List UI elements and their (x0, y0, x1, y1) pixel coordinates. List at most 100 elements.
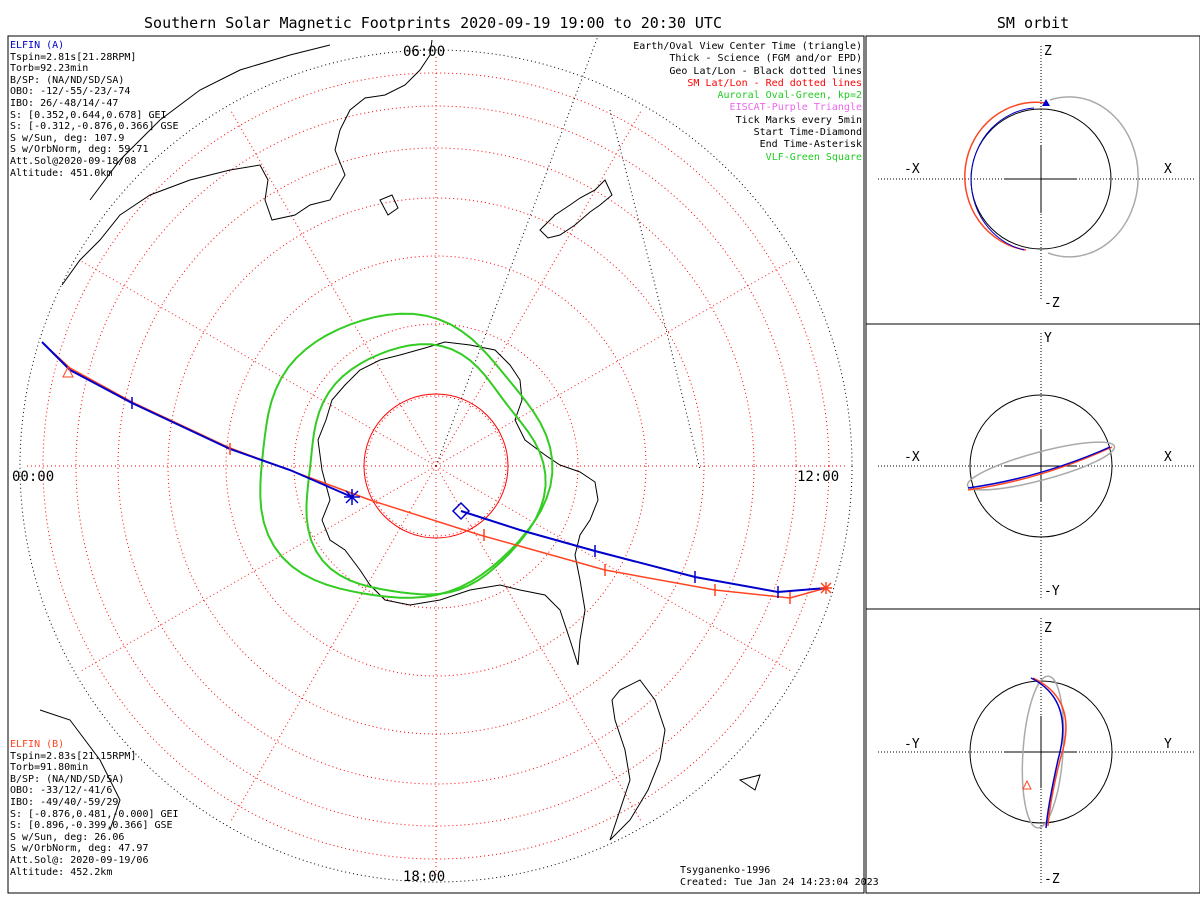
elfin-a-param-line: S: [0.352,0.644,0.678] GEI (10, 109, 167, 121)
sm-meridian (229, 108, 437, 467)
model-credit: Tsyganenko-1996 (680, 865, 771, 876)
orbit-ref-xz (1047, 96, 1139, 258)
elfin-b-info: ELFIN (B) Tspin=2.83s[21.15RPM] Torb=91.8… (10, 739, 179, 878)
elfin-b-param-line: Tspin=2.83s[21.15RPM] (10, 750, 137, 762)
track-tick-marks (131, 397, 791, 604)
southern-globe (19, 35, 853, 883)
tasmania-coast (379, 194, 399, 216)
sm-latitude-circle (225, 255, 647, 677)
plot-title: Southern Solar Magnetic Footprints 2020-… (144, 14, 722, 32)
panel1-down-label: -Z (1044, 296, 1060, 311)
elfin-b-param-line: Att.Sol@: 2020-09-19/06 (10, 854, 149, 866)
panel3-left-label: -Y (904, 737, 920, 752)
elfin-a-name: ELFIN (A) (10, 40, 65, 51)
legend-entry: SM Lat/Lon - Red dotted lines (687, 77, 862, 89)
elfin-a-param-line: Torb=92.23min (10, 63, 89, 75)
elfin-b-parameters: Tspin=2.83s[21.15RPM] Torb=91.80min B/SP: … (10, 751, 179, 879)
elfin-b-param-line: Altitude: 452.2km (10, 866, 113, 878)
elfin-a-info: ELFIN (A) Tspin=2.81s[21.28RPM] Torb=92.2… (10, 40, 179, 179)
orbit-panels (878, 46, 1195, 885)
mlt-label-top: 06:00 (403, 44, 446, 60)
sm-meridian (435, 259, 794, 467)
elfin-b-param-line: S w/OrbNorm, deg: 47.97 (10, 843, 149, 855)
geo-meridian-1 (435, 35, 599, 467)
sm-latlon-grid (24, 54, 848, 878)
antarctica-coast (317, 341, 599, 666)
legend-entry: EISCAT-Purple Triangle (729, 102, 862, 114)
elfin-a-end-asterisk (344, 489, 360, 505)
elfin-b-track (44, 344, 827, 599)
australia-coast (61, 39, 433, 286)
south-america-coast (609, 679, 666, 841)
elfin-a-param-line: S w/OrbNorm, deg: 59.71 (10, 144, 149, 156)
orbit-panel-title: SM orbit (996, 14, 1070, 32)
panel3-down-label: -Z (1044, 872, 1060, 887)
elfin-a-param-line: IBO: 26/-48/14/-47 (10, 97, 119, 109)
orbit-panel-xz (878, 46, 1195, 300)
main-plot-frame (7, 35, 865, 894)
credits: Tsyganenko-1996 Created: Tue Jan 24 14:2… (680, 865, 879, 889)
orbit-panel-yz-frame (865, 608, 1200, 894)
elfin-a-param-line: Altitude: 451.0km (10, 167, 113, 179)
panel3-right-label: Y (1164, 737, 1172, 752)
auroral-oval-inner (305, 343, 547, 596)
elfin-b-name: ELFIN (B) (10, 739, 65, 750)
mlt-label-right: 12:00 (797, 469, 840, 485)
legend-entry: End Time-Asterisk (759, 139, 862, 151)
legend: Earth/Oval View Center Time (triangle) Th… (633, 41, 862, 164)
elfin-b-param-line: S: [0.896,-0.399,0.366] GSE (10, 820, 173, 832)
elfin-b-start-triangle (62, 365, 74, 378)
orbit-a-yz (1030, 677, 1064, 829)
sm-meridian (435, 465, 643, 824)
sm-meridian (435, 108, 643, 467)
elfin-a-param-line: OBO: -12/-55/-23/-74 (10, 86, 131, 98)
sm-meridian (78, 259, 437, 467)
created-credit: Created: Tue Jan 24 14:23:04 2023 (680, 877, 879, 888)
elfin-a-param-line: S: [-0.312,-0.876,0.366] GSE (10, 121, 179, 133)
africa-coast (39, 709, 121, 831)
sm-latitude-circle (365, 395, 507, 537)
elfin-b-param-line: OBO: -33/12/-41/6 (10, 785, 113, 797)
legend-entry: Tick Marks every 5min (735, 114, 862, 126)
panel2-up-label: Y (1044, 331, 1052, 346)
panel2-down-label: -Y (1044, 584, 1060, 599)
elfin-a-param-line: S w/Sun, deg: 107.9 (10, 132, 125, 144)
elfin-b-param-line: S w/Sun, deg: 26.06 (10, 831, 125, 843)
start-markers (62, 365, 471, 521)
orbit-a-marker-xz (1042, 99, 1050, 106)
mlt-label-left: 00:00 (12, 469, 55, 485)
orbit-b-marker-yz (1022, 779, 1032, 790)
sm-meridian (78, 465, 437, 673)
elfin-a-parameters: Tspin=2.81s[21.28RPM] Torb=92.23min B/SP: … (10, 52, 179, 180)
orbit-b-xy (967, 446, 1113, 491)
sm-meridian (435, 465, 794, 673)
end-asterisks (344, 489, 832, 594)
elfin-a-track (41, 341, 827, 594)
panel1-right-label: X (1164, 162, 1172, 177)
elfin-b-end-asterisk (820, 582, 832, 594)
orbit-a-xy (967, 446, 1111, 489)
elfin-a-param-line: Att.Sol@2020-09-18/08 (10, 155, 137, 167)
panel1-up-label: Z (1044, 44, 1052, 59)
legend-entry: Thick - Science (FGM and/or EPD) (669, 53, 862, 65)
new-zealand-coast (539, 179, 613, 239)
panel1-left-label: -X (904, 162, 920, 177)
mlt-label-bottom: 18:00 (403, 869, 446, 885)
elfin-a-param-line: Tspin=2.81s[21.28RPM] (10, 51, 137, 63)
orbit-ref-xy (966, 441, 1116, 491)
sm-meridian (229, 465, 437, 824)
south-georgia-coast (738, 774, 761, 791)
legend-entry: Geo Lat/Lon - Black dotted lines (669, 65, 862, 77)
elfin-a-start-diamond (451, 501, 471, 521)
elfin-b-param-line: B/SP: (NA/ND/SD/SA) (10, 773, 125, 785)
panel3-up-label: Z (1044, 621, 1052, 636)
orbit-b-xz (964, 101, 1047, 251)
orbit-panel-yz (878, 618, 1195, 885)
orbit-b-yz (1032, 677, 1067, 827)
coastlines (39, 39, 761, 841)
elfin-b-param-line: IBO: -49/40/-59/29 (10, 796, 119, 808)
orbit-ref-yz (1021, 675, 1065, 829)
australia-west-coast (89, 44, 331, 201)
orbit-panel-xz-frame (865, 35, 1200, 325)
